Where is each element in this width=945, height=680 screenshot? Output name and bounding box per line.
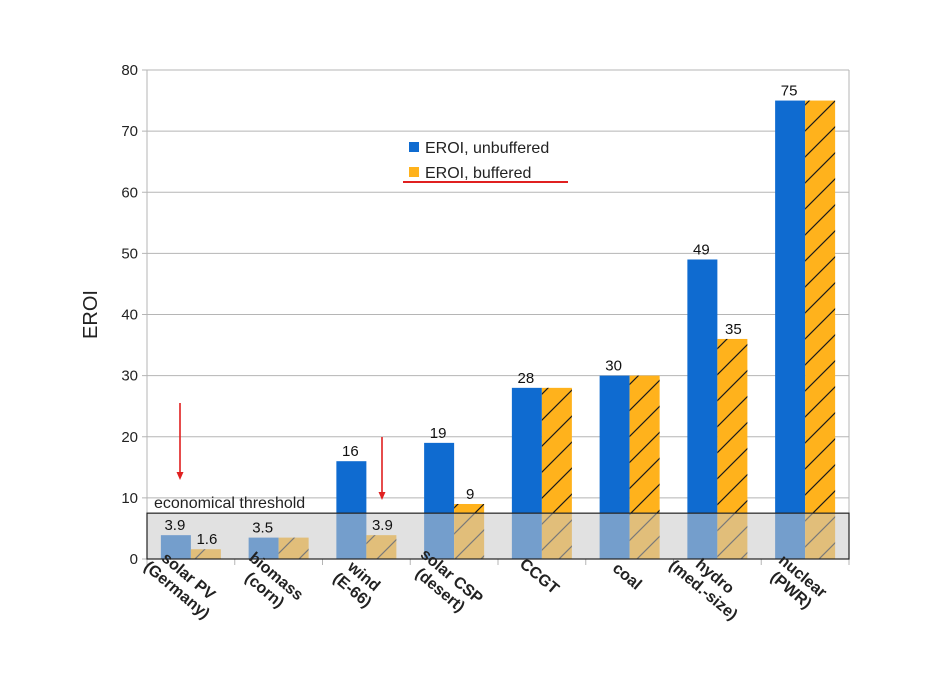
data-label-unbuffered: 75	[781, 83, 798, 100]
data-label-unbuffered: 49	[693, 241, 710, 258]
bar-unbuffered	[775, 100, 806, 559]
y-tick-label: 70	[121, 123, 138, 140]
y-tick-label: 0	[130, 551, 138, 568]
annotations	[176, 181, 568, 500]
legend: EROI, unbuffered EROI, buffered	[409, 140, 549, 182]
threshold-label: economical threshold	[154, 495, 305, 512]
data-label-buffered: 3.9	[372, 517, 393, 534]
bar-unbuffered	[687, 259, 718, 559]
x-category-line: CCGT	[516, 556, 562, 598]
data-label-unbuffered: 30	[605, 358, 622, 375]
x-category-label: CCGT	[516, 556, 562, 598]
data-label-unbuffered: 28	[518, 370, 535, 387]
data-label-unbuffered: 19	[430, 425, 447, 442]
legend-label: EROI, unbuffered	[425, 140, 549, 157]
legend-swatch	[409, 167, 419, 177]
y-tick-label: 60	[121, 184, 138, 201]
y-tick-label: 20	[121, 429, 138, 446]
data-label-buffered: 35	[725, 321, 742, 338]
y-tick-label: 50	[121, 245, 138, 262]
data-label-buffered: 9	[466, 486, 474, 503]
threshold-band: economical threshold	[146, 495, 850, 560]
arrow-wind-head	[378, 492, 386, 500]
legend-swatch	[409, 142, 419, 152]
x-category-line: coal	[609, 560, 644, 594]
x-category-label: biomass(corn)	[241, 549, 306, 611]
y-tick-label: 30	[121, 368, 138, 385]
threshold-band-rect	[146, 512, 850, 560]
y-axis-title: EROI	[80, 290, 102, 339]
arrow-solar-pv-head	[176, 472, 184, 480]
y-tick-label: 40	[121, 307, 138, 324]
y-tick-label: 10	[121, 490, 138, 507]
x-category-label: nuclear(PWR)	[767, 552, 830, 613]
data-label-buffered: 1.6	[196, 531, 217, 548]
data-label-unbuffered: 3.9	[164, 517, 185, 534]
x-category-label: coal	[609, 560, 644, 594]
y-tick-label: 80	[121, 62, 138, 79]
bar-buffered-hatch	[805, 100, 836, 559]
x-category-label: wind(E-66)	[329, 558, 382, 611]
data-label-unbuffered: 16	[342, 443, 359, 460]
legend-label: EROI, buffered	[425, 165, 531, 182]
data-labels: 3.9 1.6 3.5 16 3.9 19 9 28 30 49 35 75	[164, 83, 797, 549]
data-label-unbuffered: 3.5	[252, 520, 273, 537]
